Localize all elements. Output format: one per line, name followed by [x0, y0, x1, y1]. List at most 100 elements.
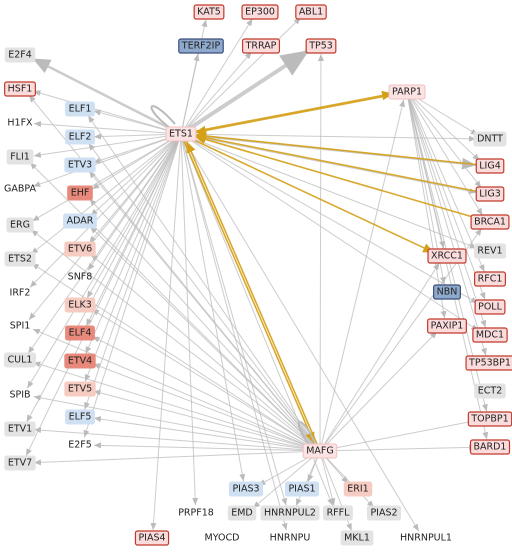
edge: [180, 133, 435, 254]
edge: [194, 134, 491, 223]
node-box: [64, 297, 96, 313]
node: POLL: [474, 299, 506, 315]
edge: [406, 91, 482, 189]
edge: [88, 143, 321, 452]
edge: [252, 450, 321, 509]
node: PIAS4: [134, 530, 170, 546]
edge: [90, 133, 182, 217]
node: SPI1: [10, 321, 31, 332]
node: ABL1: [295, 4, 327, 20]
node: EHF: [67, 185, 93, 201]
node-label: ELF2: [69, 132, 92, 143]
node-box: [473, 243, 507, 259]
node-box: [433, 284, 461, 300]
node-label: MAFG: [306, 446, 334, 457]
edge: [32, 57, 182, 136]
node-box: [227, 505, 257, 521]
edge: [93, 416, 321, 452]
edge: [319, 450, 375, 508]
edge: [26, 133, 182, 423]
edge: [179, 48, 311, 136]
edge: [180, 133, 478, 249]
node-label: ADAR: [67, 216, 94, 227]
edge: [28, 133, 182, 321]
node: PIAS2: [366, 505, 402, 521]
edge: [319, 331, 438, 452]
edge: [29, 133, 182, 288]
edge: [33, 90, 182, 135]
node: EP300: [241, 4, 279, 20]
node-label: MDC1: [476, 330, 504, 341]
node-box: [343, 481, 373, 497]
node-label: PAXIP1: [431, 321, 464, 332]
node-box: [323, 505, 353, 521]
node-box: [67, 185, 93, 201]
edge: [180, 133, 479, 304]
node-box: [64, 241, 96, 257]
node-box: [427, 318, 467, 334]
edge: [84, 133, 182, 410]
edge: [31, 262, 321, 452]
node-box: [340, 530, 374, 546]
edge: [33, 394, 321, 452]
node-box: [260, 505, 320, 521]
node: MDC1: [472, 327, 508, 343]
node-label: E2F4: [8, 50, 32, 61]
node-label: SPIB: [9, 390, 30, 401]
edge: [30, 229, 321, 452]
node: SNF8: [68, 272, 93, 283]
node-box: [474, 271, 506, 287]
node-label: TP53BP1: [468, 358, 511, 369]
node: TOPBP1: [467, 411, 512, 427]
node-label: ETS1: [169, 129, 193, 140]
node: MYOCD: [205, 533, 240, 544]
node-label: IRF2: [10, 288, 31, 299]
node: ETV7: [4, 455, 36, 471]
edge: [88, 170, 321, 452]
node-label: PIAS1: [288, 484, 315, 495]
node: PIAS1: [284, 481, 320, 497]
node-box: [65, 409, 95, 425]
node-label: EMD: [231, 508, 253, 519]
edge: [26, 133, 182, 389]
edge: [180, 17, 302, 135]
node: ETV5: [64, 381, 96, 397]
node-label: FLI1: [10, 152, 30, 163]
edge: [406, 91, 487, 356]
node-label: SPI1: [10, 321, 31, 332]
edges: [25, 17, 491, 532]
node-box: [4, 251, 36, 267]
node: ADAR: [63, 213, 97, 229]
node-label: ELF4: [69, 328, 92, 339]
node: TP53: [305, 38, 337, 54]
node-box: [388, 84, 426, 100]
edge: [32, 328, 321, 452]
node-label: H1FX: [7, 118, 33, 129]
edge: [89, 198, 321, 452]
node-label: DNTT: [477, 134, 503, 145]
edge: [319, 418, 477, 452]
node-label: RFC1: [478, 274, 503, 285]
node-label: PIAS3: [232, 484, 259, 495]
node: LIG4: [475, 158, 505, 174]
node: HNRNPU: [270, 533, 311, 544]
self-loop: [150, 105, 176, 129]
edge: [92, 363, 321, 452]
edge: [91, 308, 321, 452]
edge: [406, 91, 480, 162]
node: ETV1: [4, 421, 36, 437]
node: XRCC1: [427, 248, 467, 264]
node-box: [474, 383, 506, 399]
node-label: HNRNPUL1: [400, 533, 452, 544]
node: DNTT: [473, 131, 507, 147]
node: TERF2IP: [178, 38, 224, 54]
edge: [92, 336, 321, 452]
node-label: ETV5: [68, 384, 92, 395]
node-label: MYOCD: [205, 533, 240, 544]
edge: [180, 133, 477, 195]
edge: [33, 450, 321, 466]
edge: [180, 18, 253, 135]
node-box: [64, 353, 96, 369]
edge: [194, 132, 491, 195]
node-label: ETV1: [8, 424, 32, 435]
